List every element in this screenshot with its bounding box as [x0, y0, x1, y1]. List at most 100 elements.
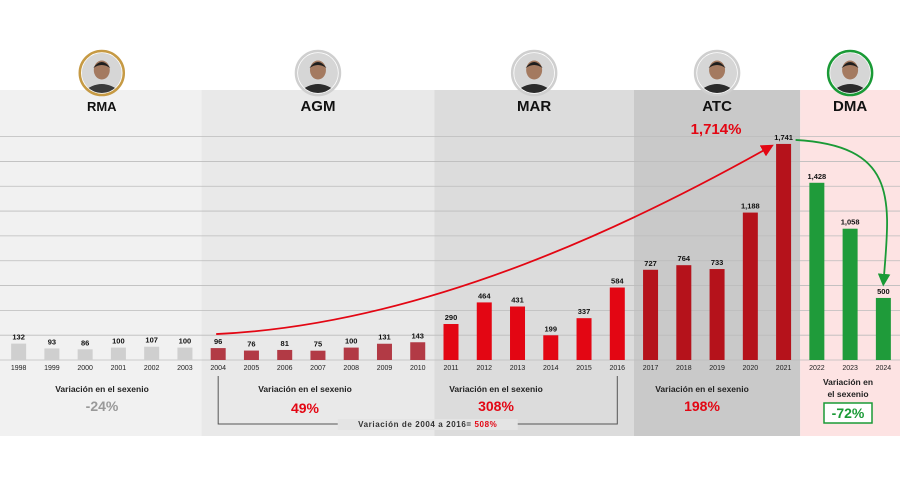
- bar-2021: [776, 143, 792, 360]
- period-band-agm: [201, 90, 435, 436]
- tick-label-2016: 2016: [610, 365, 626, 372]
- period-band-rma: [0, 90, 202, 436]
- bar-2011: [443, 324, 459, 360]
- tick-label-2017: 2017: [643, 365, 659, 372]
- bar-2018: [676, 265, 692, 360]
- period-band-mar: [434, 90, 634, 436]
- avatar-agm: [294, 49, 342, 97]
- fall-arrow: [795, 139, 891, 287]
- tick-label-2011: 2011: [443, 365, 458, 372]
- value-label-2016: 584: [611, 277, 624, 286]
- value-label-2000: 86: [81, 338, 89, 347]
- value-label-2006: 81: [281, 339, 289, 348]
- tick-label-2001: 2001: [111, 365, 127, 372]
- avatar-hair: [708, 62, 726, 68]
- value-label-2011: 290: [445, 313, 458, 322]
- tick-label-2012: 2012: [476, 365, 492, 372]
- value-label-2015: 337: [578, 307, 591, 316]
- value-label-2010: 143: [411, 331, 424, 340]
- bar-2008: [343, 347, 359, 360]
- bar-2000: [77, 349, 93, 360]
- tick-label-2008: 2008: [343, 365, 359, 372]
- value-label-2005: 76: [247, 340, 255, 349]
- avatar-hair: [841, 62, 859, 68]
- avatar-photo: [81, 53, 122, 93]
- tick-label-2010: 2010: [410, 365, 426, 372]
- avatar-hair: [525, 62, 543, 68]
- variation-box-dma: [823, 402, 873, 424]
- bar-2003: [177, 347, 193, 360]
- avatar-dma: [826, 49, 874, 97]
- bar-2020: [742, 212, 758, 360]
- avatar-photo: [697, 53, 738, 93]
- range-note-prefix: Variación de 2004 a 2016=: [358, 420, 474, 429]
- bar-2019: [709, 269, 725, 360]
- value-label-1999: 93: [48, 337, 56, 346]
- value-label-2020: 1,188: [741, 202, 760, 211]
- bar-2012: [476, 302, 492, 360]
- bar-2017: [643, 269, 659, 360]
- range-note: Variación de 2004 a 2016= 508%: [358, 420, 497, 429]
- value-label-2024: 500: [877, 287, 890, 296]
- value-label-2012: 464: [478, 291, 491, 300]
- tick-label-2009: 2009: [377, 365, 393, 372]
- variation-value-dma: -72%: [832, 405, 865, 421]
- tick-label-2006: 2006: [277, 365, 293, 372]
- rise-percent-label: 1,714%: [691, 121, 742, 138]
- value-label-2004: 96: [214, 337, 222, 346]
- bar-2015: [576, 318, 592, 360]
- value-label-2019: 733: [711, 258, 724, 267]
- period-name-dma: DMA: [833, 98, 867, 115]
- value-label-2023: 1,058: [841, 218, 860, 227]
- rise-arrow: [216, 144, 774, 335]
- value-label-2001: 100: [112, 337, 125, 346]
- bar-2004: [210, 348, 226, 360]
- period-name-mar: MAR: [517, 98, 551, 115]
- bar-2005: [243, 350, 259, 360]
- value-label-2002: 107: [145, 336, 158, 345]
- variation-caption-atc: Variación en el sexenio: [655, 384, 749, 394]
- variation-caption-dma-line2: el sexenio: [827, 389, 868, 399]
- variation-value-agm: 49%: [291, 400, 320, 416]
- bar-2001: [110, 347, 126, 360]
- range-note-value: 508%: [474, 420, 497, 429]
- period-name-rma: RMA: [87, 99, 117, 114]
- tick-label-2024: 2024: [876, 365, 892, 372]
- range-note-bg: [337, 419, 518, 430]
- avatar-rma: [78, 49, 126, 97]
- bar-2024: [875, 297, 891, 360]
- tick-label-2014: 2014: [543, 365, 559, 372]
- bar-2002: [144, 346, 160, 360]
- avatar-hair: [93, 62, 111, 68]
- tick-label-2000: 2000: [77, 365, 93, 372]
- value-label-2013: 431: [511, 296, 524, 305]
- value-label-2022: 1,428: [807, 172, 826, 181]
- period-name-atc: ATC: [702, 98, 732, 115]
- tick-label-2020: 2020: [743, 365, 759, 372]
- tick-label-2022: 2022: [809, 365, 825, 372]
- tick-label-2015: 2015: [576, 365, 592, 372]
- avatar-atc: [693, 49, 741, 97]
- value-label-2008: 100: [345, 337, 358, 346]
- value-label-2009: 131: [378, 333, 391, 342]
- bar-2014: [543, 335, 559, 360]
- period-name-agm: AGM: [300, 98, 335, 115]
- bar-2007: [310, 350, 326, 360]
- tick-label-2018: 2018: [676, 365, 692, 372]
- value-label-2018: 764: [678, 254, 691, 263]
- value-label-2007: 75: [314, 340, 322, 349]
- variation-value-mar: 308%: [478, 398, 514, 414]
- bar-2022: [809, 182, 825, 360]
- tick-label-2007: 2007: [310, 365, 326, 372]
- value-label-1998: 132: [12, 333, 25, 342]
- variation-caption-agm: Variación en el sexenio: [258, 384, 352, 394]
- bar-2010: [410, 342, 426, 360]
- bar-1998: [11, 343, 27, 360]
- value-label-2003: 100: [179, 337, 192, 346]
- value-label-2014: 199: [545, 324, 558, 333]
- variation-value-rma: -24%: [86, 398, 119, 414]
- value-label-2021: 1,741: [774, 133, 793, 142]
- tick-label-2013: 2013: [510, 365, 526, 372]
